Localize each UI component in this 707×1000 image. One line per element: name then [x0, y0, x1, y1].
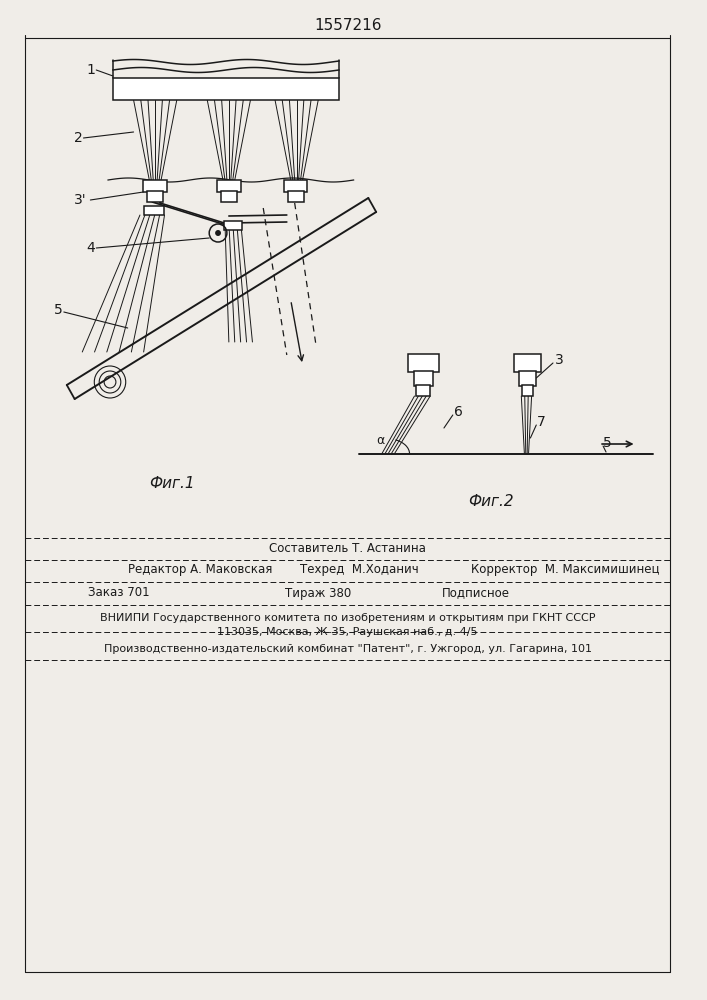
Text: 113035, Москва, Ж-35, Раушская наб., д. 4/5: 113035, Москва, Ж-35, Раушская наб., д. … [218, 627, 478, 637]
Text: 3: 3 [555, 353, 563, 367]
Bar [113, 78, 339, 100]
Bar [414, 371, 433, 386]
Text: α: α [376, 434, 385, 446]
Text: Составитель Т. Астанина: Составитель Т. Астанина [269, 542, 426, 554]
Bar [224, 221, 242, 230]
Text: 1: 1 [86, 63, 95, 77]
Text: Фиг.2: Фиг.2 [468, 494, 514, 510]
Bar [284, 180, 308, 192]
Bar [522, 385, 533, 396]
Bar [416, 385, 431, 396]
Text: 4: 4 [86, 241, 95, 255]
Text: ВНИИПИ Государственного комитета по изобретениям и открытиям при ГКНТ СССР: ВНИИПИ Государственного комитета по изоб… [100, 613, 595, 623]
Text: Техред  М.Ходанич: Техред М.Ходанич [300, 564, 419, 576]
Text: 5: 5 [54, 303, 63, 317]
Text: 3': 3' [74, 193, 86, 207]
Text: 6: 6 [454, 405, 462, 419]
Bar [147, 191, 163, 202]
Bar [288, 191, 303, 202]
Text: Фиг.1: Фиг.1 [149, 477, 194, 491]
Bar [217, 180, 240, 192]
Bar [221, 191, 237, 202]
Text: 7: 7 [537, 415, 546, 429]
Text: Редактор А. Маковская: Редактор А. Маковская [128, 564, 272, 576]
Text: 1557216: 1557216 [314, 18, 382, 33]
Text: Корректор  М. Максимишинец: Корректор М. Максимишинец [472, 564, 660, 576]
Bar [144, 206, 164, 215]
Circle shape [215, 230, 221, 236]
Text: Заказ 701: Заказ 701 [88, 586, 150, 599]
Text: Подписное: Подписное [442, 586, 510, 599]
Text: 5: 5 [603, 436, 612, 450]
Text: 2: 2 [74, 131, 83, 145]
Text: Тираж 380: Тираж 380 [285, 586, 351, 599]
Bar [519, 371, 537, 386]
Bar [144, 180, 167, 192]
Bar [408, 354, 439, 372]
Bar [514, 354, 541, 372]
Text: Производственно-издательский комбинат "Патент", г. Ужгород, ул. Гагарина, 101: Производственно-издательский комбинат "П… [104, 644, 592, 654]
